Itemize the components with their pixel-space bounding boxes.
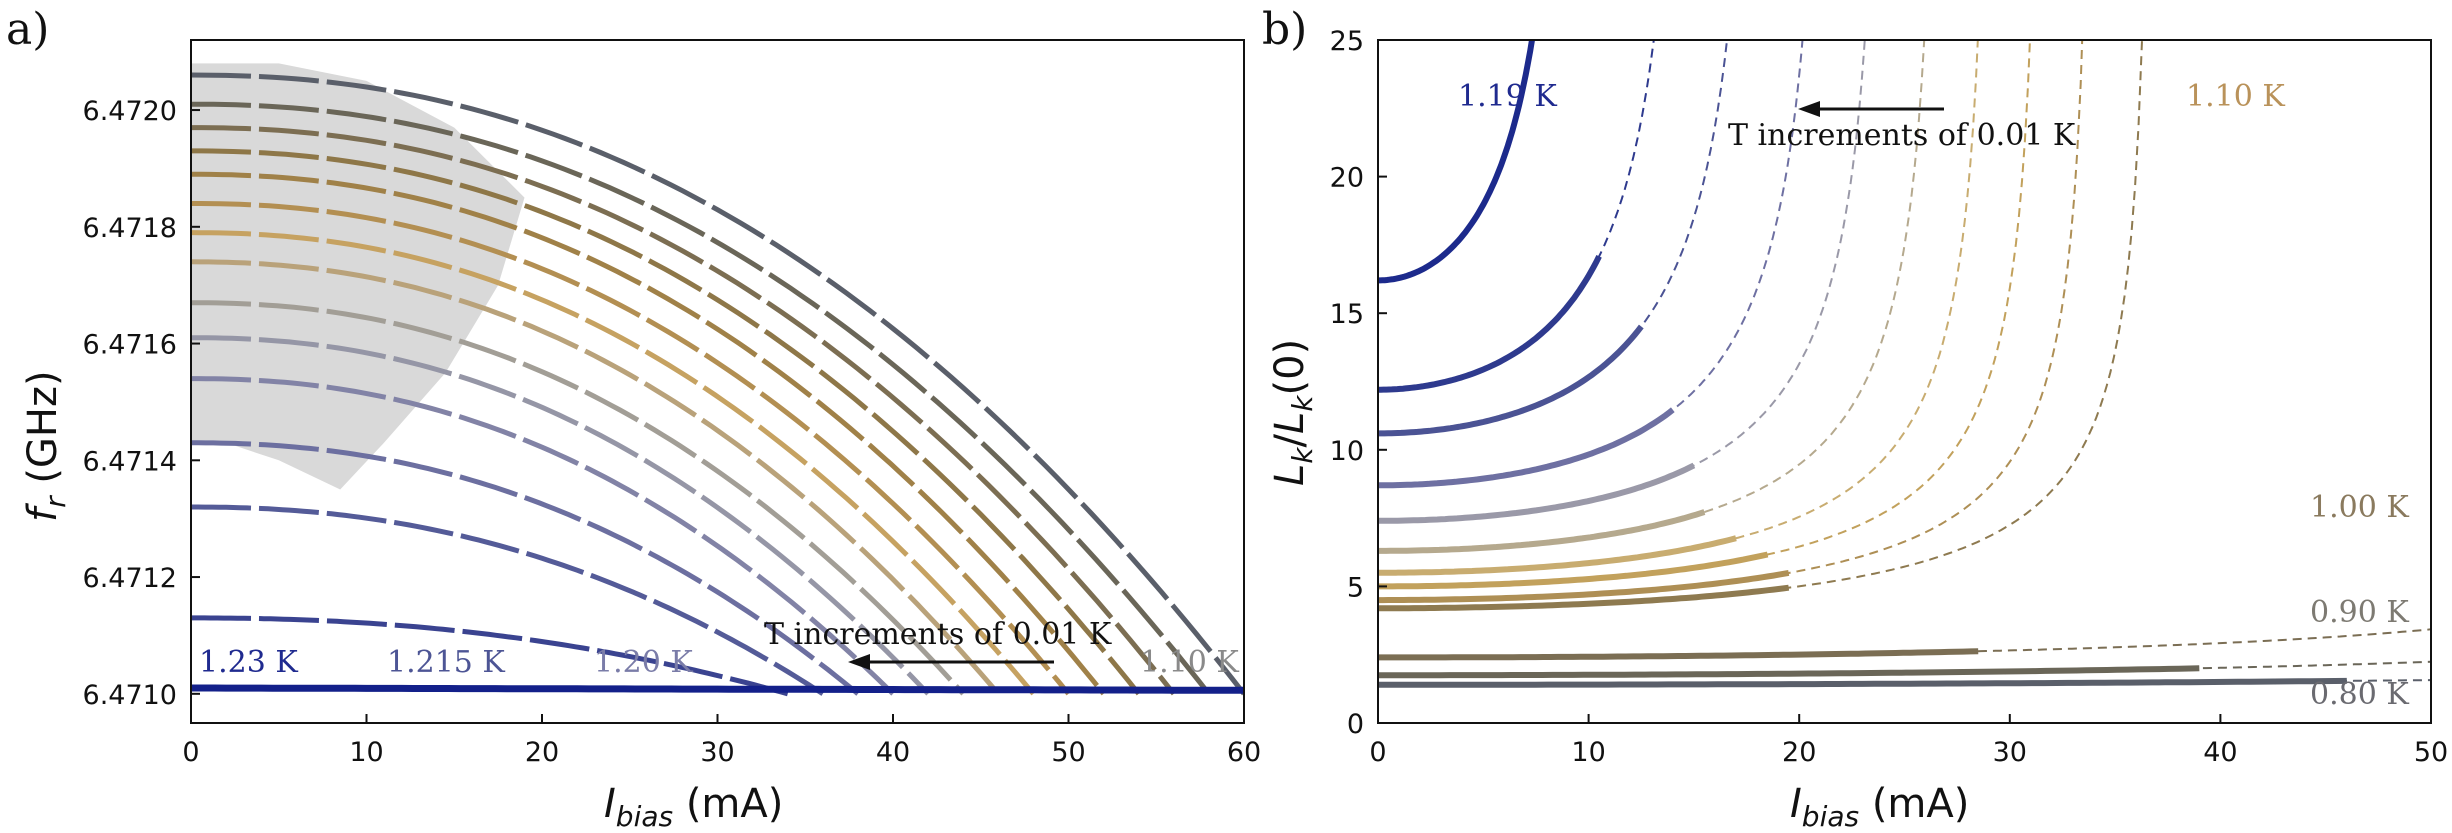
data-1-18-K [1378,254,1602,393]
y-tick-label: 20 [1330,163,1364,194]
series-1-11-K [191,101,1211,696]
panel-a-ticks: 0 10 20 30 40 50 60 6.4710 6.4712 6.4714 6.4716 6.4… [83,96,1262,768]
panel-a-xlabel-sub: bias [616,800,673,833]
panel-b-ylabel-k2: k [1286,394,1319,412]
panel-b-ylabel-rest: (0) [1267,339,1313,396]
panel-b-ylabel-L1: L [1267,464,1313,486]
panel-a-xlabel-main: I [604,781,616,827]
y-tick-label: 6.4716 [83,330,177,361]
series-1-19-K [191,335,930,696]
y-tick-label: 5 [1347,572,1364,603]
series-1-15-K [191,201,1071,696]
panel-a: a) 0 10 20 30 40 50 60 6.4710 6.4712 6.4714 6.4716… [6,4,1261,833]
panel-b-xlabel: Ibias (mA) [1790,781,1969,833]
fit-1-18-K [1378,40,1655,391]
panel-b-ylabel-k1: k [1286,446,1319,464]
x-tick-label: 40 [2203,737,2237,768]
panel-b-ticks: 0 10 20 30 40 50 0 5 10 15 20 25 [1330,26,2449,768]
data-1-16-K [1378,407,1675,489]
y-tick-label: 6.4712 [83,563,177,594]
series-1-14-K [191,171,1106,696]
data-1-10-K [1378,584,1790,612]
series-1-10-K [191,72,1244,696]
x-tick-label: 20 [525,737,559,768]
panel-a-curves [191,72,1244,697]
panel-a-label: a) [6,4,49,55]
y-tick-label: 6.4710 [83,680,177,711]
label-1-215K: 1.215 K [387,645,505,680]
y-tick-label: 6.4714 [83,446,177,477]
increment-arrow-a [848,654,1054,670]
data-1-11-K [1378,569,1790,604]
panel-b-ylabel: Lk/Lk(0) [1267,339,1319,486]
panel-b-xlabel-sub: bias [1802,800,1859,833]
series-1-12-K [191,125,1176,696]
y-tick-label: 6.4718 [83,213,177,244]
data-1-00-K [1378,648,1979,661]
x-tick-label: 50 [2414,737,2448,768]
y-tick-label: 0 [1347,709,1364,740]
panel-b: b) 0 10 20 30 40 50 0 5 10 15 20 25 Ibias (mA) Lk/L… [1262,4,2449,833]
panel-b-xlabel-main: I [1790,781,1802,827]
series-1-21-K [191,504,825,696]
label-1-10K-b: 1.10 K [2186,79,2285,114]
data-1-14-K [1378,509,1706,554]
panel-b-ylabel-L2: L [1267,412,1313,434]
panel-b-frame [1377,39,2432,724]
x-tick-label: 60 [1227,737,1261,768]
x-tick-label: 10 [349,737,383,768]
data-1-15-K [1378,462,1696,524]
fit-1-15-K [1378,40,1866,522]
label-1-00K: 1.00 K [2310,490,2409,525]
panel-b-label: b) [1262,4,1307,55]
fit-1-17-K [1378,40,1729,435]
panel-a-ylabel-unit: (GHz) [20,370,66,496]
label-0-80K: 0.80 K [2310,677,2409,712]
panel-a-ylabel: fr (GHz) [20,370,72,522]
arrow-text-b: T increments of 0.01 K [1728,118,2076,153]
series-1-13-K [191,148,1141,696]
data-1-12-K [1378,551,1769,590]
panel-a-xlabel-unit: (mA) [673,781,783,827]
series-1-23-K [191,684,1244,694]
y-tick-label: 6.4720 [83,96,177,127]
x-tick-label: 0 [1369,737,1386,768]
data-1-19-K [1378,40,1536,284]
x-tick-label: 30 [700,737,734,768]
panel-b-curves [1378,40,2431,688]
x-tick-label: 30 [1993,737,2027,768]
x-tick-label: 50 [1051,737,1085,768]
series-1-20-K [191,376,895,696]
data-1-17-K [1378,324,1644,437]
x-tick-label: 20 [1782,737,1816,768]
panel-a-xlabel: Ibias (mA) [604,781,783,833]
series-1-215-K [191,615,789,697]
increment-arrow-b [1798,101,1944,117]
label-0-90K: 0.90 K [2310,595,2409,630]
y-tick-label: 25 [1330,26,1364,57]
data-0-80-K [1378,677,2347,688]
x-tick-label: 0 [182,737,199,768]
x-tick-label: 10 [1571,737,1605,768]
label-1-19K: 1.19 K [1458,79,1557,114]
label-1-10K: 1.10 K [1140,645,1239,680]
label-1-23K: 1.23 K [199,645,298,680]
x-tick-label: 40 [876,737,910,768]
series-1-17-K [191,259,1001,696]
data-1-13-K [1378,535,1737,576]
y-tick-label: 10 [1330,436,1364,467]
series-1-16-K [191,230,1036,696]
arrow-text-a: T increments of 0.01 K [764,617,1112,652]
series-1-18-K [191,300,966,696]
panel-b-xlabel-unit: (mA) [1859,781,1969,827]
label-1-20K: 1.20 K [594,645,693,680]
fit-1-16-K [1378,40,1804,487]
data-0-90-K [1378,665,2200,679]
series-1-205-K [191,440,860,696]
panel-a-ylabel-sub: r [39,495,72,508]
y-tick-label: 15 [1330,299,1364,330]
